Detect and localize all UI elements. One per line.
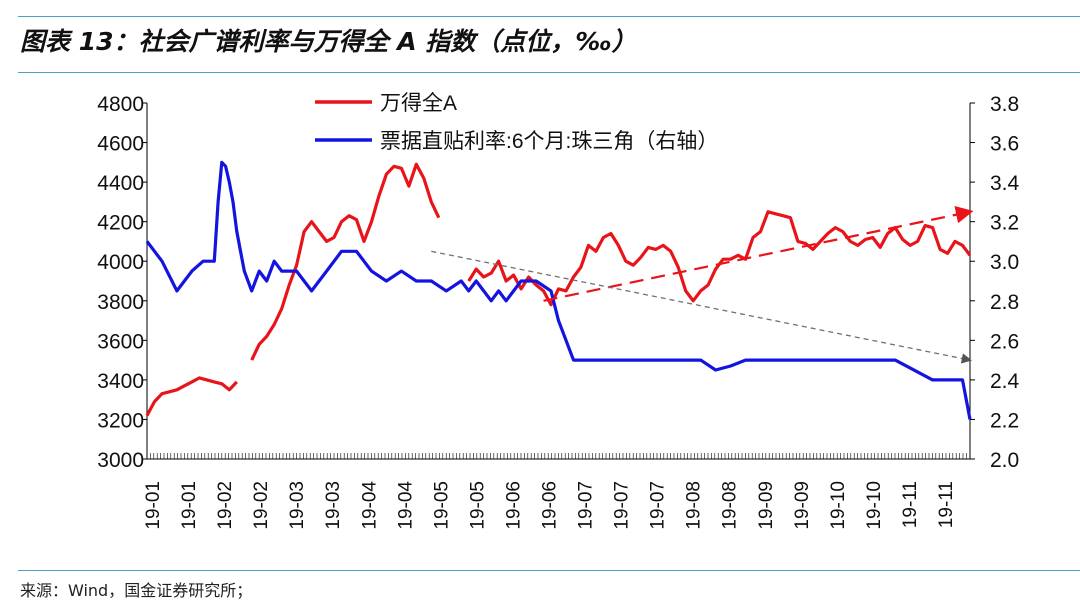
x-tick-label: 19-10 — [864, 481, 885, 530]
x-tick-label: 19-06 — [503, 481, 524, 530]
x-tick-label: 19-11 — [936, 481, 957, 528]
left-tick-label: 3400 — [97, 370, 144, 393]
x-tick-label: 19-02 — [215, 481, 236, 530]
x-tick-label: 19-07 — [648, 481, 669, 530]
red-trend-arrow — [543, 206, 974, 302]
right-axis-ticks: 3.8 3.6 3.4 3.2 3.0 2.8 2.6 2.4 2.2 2.0 — [970, 93, 1020, 472]
bill-rate-line — [145, 160, 972, 420]
right-tick-label: 2.4 — [990, 370, 1020, 393]
gray-trend-arrow — [431, 250, 973, 364]
x-tick-label: 19-09 — [756, 481, 777, 530]
left-tick-label: 4400 — [97, 172, 144, 195]
x-tick-label: 19-05 — [467, 481, 488, 530]
legend: 万得全A 票据直贴利率:6个月:珠三角（右轴） — [315, 92, 718, 153]
legend-label: 票据直贴利率:6个月:珠三角（右轴） — [380, 130, 718, 153]
x-tick-label: 19-01 — [179, 481, 200, 530]
right-tick-label: 3.4 — [990, 172, 1020, 195]
left-tick-label: 4000 — [97, 251, 144, 274]
left-tick-label: 4600 — [97, 133, 144, 156]
x-tick-label: 19-07 — [576, 481, 597, 530]
header-top-rule — [18, 16, 1080, 17]
x-tick-label: 19-10 — [828, 481, 849, 530]
trend-arrows-group — [431, 206, 974, 364]
left-tick-label: 3600 — [97, 330, 144, 353]
right-tick-label: 3.8 — [990, 93, 1019, 116]
x-tick-label: 19-08 — [684, 481, 705, 530]
left-axis-ticks: 4800 4600 4400 4200 4000 3800 3600 3400 3200 3000 — [97, 93, 147, 472]
x-axis-ticks: 19-01 19-01 19-02 19-02 19-03 19-03 19-04 19-04… — [143, 453, 971, 530]
wind-a-line — [145, 162, 972, 417]
x-tick-label: 19-04 — [359, 481, 380, 530]
x-tick-label: 19-06 — [540, 481, 561, 530]
x-tick-label: 19-07 — [612, 481, 633, 530]
left-tick-label: 4800 — [97, 93, 144, 116]
left-tick-label: 3200 — [97, 409, 144, 432]
x-tick-label: 19-08 — [720, 481, 741, 530]
left-tick-label: 4200 — [97, 212, 144, 235]
right-tick-label: 2.6 — [990, 330, 1019, 353]
footer-rule — [18, 570, 1080, 571]
right-tick-label: 2.0 — [990, 449, 1019, 472]
dual-axis-line-chart: 4800 4600 4400 4200 4000 3800 3600 3400 3200 3000… — [97, 92, 1020, 530]
chart-title: 图表 13：社会广谱利率与万得全 A 指数（点位，‰） — [20, 27, 637, 56]
x-tick-label: 19-04 — [395, 481, 416, 530]
x-tick-label: 19-03 — [323, 481, 344, 530]
x-tick-label: 19-11 — [900, 481, 921, 528]
right-tick-label: 2.8 — [990, 291, 1019, 314]
left-tick-label: 3800 — [97, 291, 144, 314]
left-tick-label: 3000 — [97, 449, 144, 472]
x-tick-label: 19-02 — [251, 481, 272, 530]
x-tick-label: 19-03 — [287, 481, 308, 530]
axes-group — [146, 103, 971, 460]
x-tick-label: 19-05 — [431, 481, 452, 530]
right-tick-label: 3.6 — [990, 133, 1019, 156]
series-group — [145, 160, 972, 420]
x-tick-label: 19-09 — [792, 481, 813, 530]
legend-label: 万得全A — [380, 92, 457, 115]
right-tick-label: 3.0 — [990, 251, 1019, 274]
right-tick-label: 3.2 — [990, 212, 1019, 235]
source-note: 来源：Wind，国金证券研究所； — [20, 581, 253, 600]
x-tick-label: 19-01 — [143, 481, 164, 530]
right-tick-label: 2.2 — [990, 409, 1019, 432]
header-bottom-rule — [18, 72, 1080, 73]
